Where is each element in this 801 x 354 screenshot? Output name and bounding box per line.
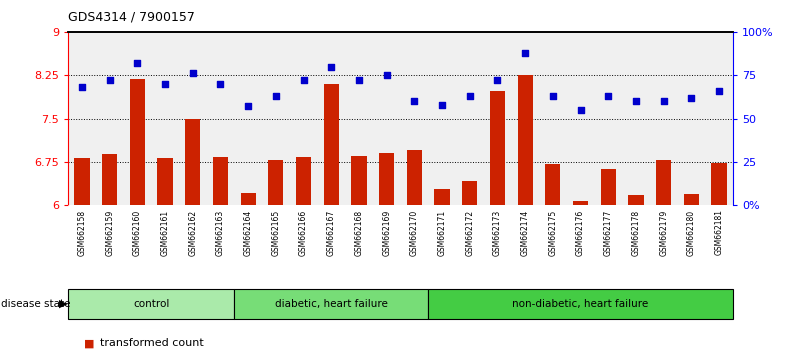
Point: [574, 107, 587, 113]
Text: diabetic, heart failure: diabetic, heart failure: [275, 298, 388, 309]
Bar: [102, 154, 117, 205]
Point: [325, 64, 338, 69]
Point: [242, 104, 255, 109]
Bar: [656, 160, 671, 205]
Text: GSM662159: GSM662159: [105, 210, 114, 256]
Point: [713, 88, 726, 94]
Point: [159, 81, 171, 87]
Bar: [429, 289, 733, 319]
Text: GSM662161: GSM662161: [160, 210, 170, 256]
Bar: [434, 189, 449, 205]
Point: [352, 78, 365, 83]
Bar: [711, 162, 727, 205]
Text: GSM662158: GSM662158: [78, 210, 87, 256]
Bar: [628, 195, 643, 205]
Text: GSM662168: GSM662168: [355, 210, 364, 256]
Text: GSM662175: GSM662175: [549, 210, 557, 256]
Text: GSM662160: GSM662160: [133, 210, 142, 256]
Bar: [68, 289, 235, 319]
Point: [602, 93, 614, 99]
Text: disease state: disease state: [1, 298, 74, 309]
Text: GSM662166: GSM662166: [299, 210, 308, 256]
Text: GSM662164: GSM662164: [244, 210, 252, 256]
Bar: [545, 164, 561, 205]
Bar: [517, 75, 533, 205]
Point: [463, 93, 476, 99]
Point: [103, 78, 116, 83]
Point: [187, 71, 199, 76]
Bar: [185, 119, 200, 205]
Bar: [601, 170, 616, 205]
Text: GSM662162: GSM662162: [188, 210, 197, 256]
Text: GSM662170: GSM662170: [410, 210, 419, 256]
Text: control: control: [133, 298, 169, 309]
Text: GSM662180: GSM662180: [687, 210, 696, 256]
Point: [297, 78, 310, 83]
Point: [75, 85, 88, 90]
Text: GSM662177: GSM662177: [604, 210, 613, 256]
Point: [491, 78, 504, 83]
Bar: [74, 158, 90, 205]
Point: [658, 98, 670, 104]
Text: ▶: ▶: [58, 298, 67, 309]
Text: GSM662172: GSM662172: [465, 210, 474, 256]
Point: [408, 98, 421, 104]
Text: GSM662165: GSM662165: [272, 210, 280, 256]
Text: GSM662176: GSM662176: [576, 210, 585, 256]
Bar: [684, 194, 699, 205]
Bar: [324, 84, 339, 205]
Point: [131, 60, 143, 66]
Text: GSM662179: GSM662179: [659, 210, 668, 256]
Bar: [462, 181, 477, 205]
Point: [630, 98, 642, 104]
Text: GSM662163: GSM662163: [216, 210, 225, 256]
Point: [380, 73, 393, 78]
Text: transformed count: transformed count: [100, 338, 204, 348]
Text: GDS4314 / 7900157: GDS4314 / 7900157: [68, 11, 195, 24]
Text: GSM662173: GSM662173: [493, 210, 502, 256]
Point: [214, 81, 227, 87]
Bar: [240, 193, 256, 205]
Text: GSM662171: GSM662171: [437, 210, 446, 256]
Text: GSM662167: GSM662167: [327, 210, 336, 256]
Text: GSM662174: GSM662174: [521, 210, 529, 256]
Bar: [407, 150, 422, 205]
Point: [546, 93, 559, 99]
Bar: [158, 158, 173, 205]
Bar: [268, 160, 284, 205]
Bar: [296, 157, 311, 205]
Bar: [573, 201, 588, 205]
Point: [269, 93, 282, 99]
Text: non-diabetic, heart failure: non-diabetic, heart failure: [513, 298, 649, 309]
Bar: [213, 157, 228, 205]
Text: GSM662178: GSM662178: [631, 210, 641, 256]
Bar: [352, 156, 367, 205]
Bar: [379, 153, 394, 205]
Text: ■: ■: [84, 338, 95, 348]
Text: GSM662181: GSM662181: [714, 210, 723, 256]
Bar: [490, 91, 505, 205]
Point: [436, 102, 449, 108]
Bar: [235, 289, 429, 319]
Bar: [130, 79, 145, 205]
Text: GSM662169: GSM662169: [382, 210, 391, 256]
Point: [685, 95, 698, 101]
Point: [519, 50, 532, 56]
